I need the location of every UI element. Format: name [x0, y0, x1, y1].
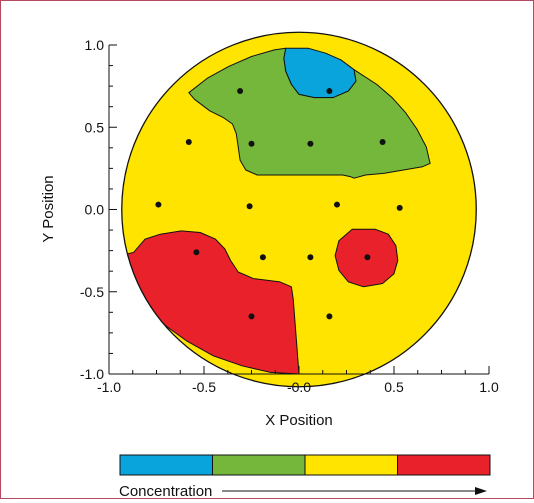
sample-point [364, 254, 371, 261]
contour-zones [121, 47, 431, 375]
x-tick-label: -0.5 [192, 379, 216, 395]
sample-point [334, 201, 340, 208]
sample-point [155, 201, 162, 208]
sample-point [185, 139, 192, 146]
sample-point [237, 88, 244, 95]
y-tick-label: 0.0 [85, 202, 105, 218]
y-tick-label: -1.0 [80, 366, 104, 382]
zone-level-2-2 [188, 47, 431, 179]
sample-point [193, 249, 200, 256]
colorbar-segment-1 [119, 454, 213, 476]
x-tick-label: -1.0 [97, 379, 121, 395]
color-scale-bar [119, 454, 491, 476]
x-tick-label: 1.0 [479, 379, 499, 395]
sample-point [259, 254, 266, 261]
colorbar-segment-3 [304, 454, 398, 476]
sample-point [246, 203, 253, 210]
y-tick-label: -0.5 [80, 284, 104, 300]
sample-point [248, 313, 255, 320]
concentration-arrow-head [475, 487, 487, 495]
sample-point [248, 140, 255, 147]
y-tick-label: 0.5 [85, 119, 105, 135]
sample-point [396, 204, 403, 211]
sample-point [307, 140, 314, 147]
sample-point [326, 88, 333, 95]
y-tick-label: 1.0 [85, 37, 105, 53]
wafer-outline [121, 31, 477, 388]
colorbar-label: Concentration [119, 483, 212, 498]
colorbar-segment-4 [397, 454, 491, 476]
sample-points [155, 88, 403, 320]
colorbar-segment-2 [212, 454, 306, 476]
sample-point [307, 254, 314, 261]
x-tick-label: 0.5 [384, 379, 404, 395]
axes: 1.0 0.5 0.0 -0.5 -1.0-1.0 -0.5 -0.0 0.5 1.0 [80, 37, 499, 395]
map-layer [121, 31, 477, 388]
sample-point [379, 139, 386, 146]
x-tick-label: -0.0 [287, 379, 311, 395]
sample-point [326, 313, 333, 320]
x-axis-label: X Position [265, 412, 333, 429]
y-axis-label: Y Position [40, 175, 57, 242]
